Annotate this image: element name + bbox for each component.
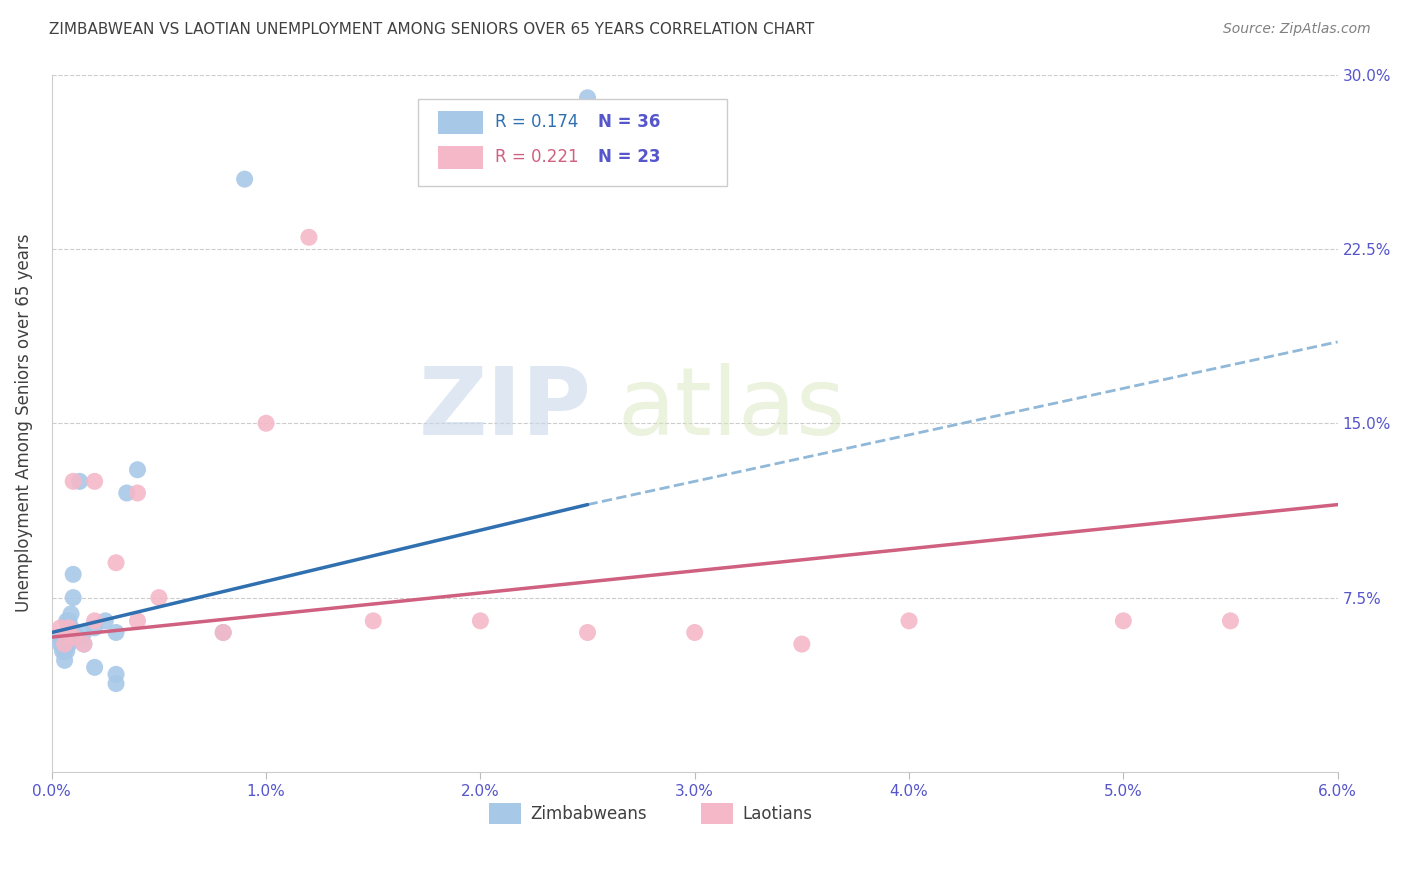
Text: Zimbabweans: Zimbabweans	[530, 805, 647, 822]
Point	[49, 637, 72, 651]
Point	[69, 475, 91, 489]
Point	[1112, 614, 1135, 628]
Point	[51, 637, 73, 651]
Text: Source: ZipAtlas.com: Source: ZipAtlas.com	[1223, 22, 1371, 37]
Point	[233, 172, 256, 186]
Text: ZIMBABWEAN VS LAOTIAN UNEMPLOYMENT AMONG SENIORS OVER 65 YEARS CORRELATION CHART: ZIMBABWEAN VS LAOTIAN UNEMPLOYMENT AMONG…	[49, 22, 814, 37]
Point	[212, 625, 235, 640]
Point	[127, 463, 149, 477]
Point	[62, 630, 84, 644]
Point	[127, 614, 149, 628]
Point	[576, 625, 599, 640]
Point	[898, 614, 921, 628]
Point	[60, 621, 83, 635]
Point	[83, 660, 105, 674]
Point	[470, 614, 492, 628]
Point	[49, 630, 72, 644]
Point	[115, 486, 138, 500]
Point	[148, 591, 170, 605]
Point	[53, 637, 76, 651]
Point	[73, 625, 96, 640]
Point	[58, 614, 80, 628]
Text: N = 36: N = 36	[598, 113, 661, 131]
Text: R = 0.174: R = 0.174	[495, 113, 579, 131]
Point	[58, 630, 80, 644]
Point	[576, 91, 599, 105]
Point	[55, 644, 77, 658]
Point	[298, 230, 321, 244]
Point	[83, 621, 105, 635]
Point	[58, 621, 80, 635]
Point	[254, 416, 277, 430]
Point	[683, 625, 706, 640]
Point	[105, 625, 128, 640]
Point	[55, 614, 77, 628]
Point	[62, 475, 84, 489]
Point	[66, 630, 89, 644]
Text: R = 0.221: R = 0.221	[495, 148, 579, 166]
Point	[60, 607, 83, 621]
Point	[55, 630, 77, 644]
Text: atlas: atlas	[617, 363, 846, 455]
Point	[58, 637, 80, 651]
Point	[51, 630, 73, 644]
Point	[105, 667, 128, 681]
Text: N = 23: N = 23	[598, 148, 661, 166]
Point	[105, 556, 128, 570]
Text: ZIP: ZIP	[419, 363, 592, 455]
Point	[53, 637, 76, 651]
Point	[49, 621, 72, 635]
FancyBboxPatch shape	[437, 145, 482, 169]
Point	[127, 486, 149, 500]
FancyBboxPatch shape	[702, 804, 734, 824]
Point	[105, 676, 128, 690]
Point	[73, 637, 96, 651]
Point	[83, 614, 105, 628]
Point	[790, 637, 813, 651]
Point	[212, 625, 235, 640]
Point	[53, 653, 76, 667]
Point	[55, 637, 77, 651]
Point	[361, 614, 384, 628]
Point	[1219, 614, 1241, 628]
Point	[73, 637, 96, 651]
Point	[94, 614, 117, 628]
Point	[62, 591, 84, 605]
FancyBboxPatch shape	[489, 804, 522, 824]
FancyBboxPatch shape	[418, 99, 727, 186]
Point	[51, 644, 73, 658]
Y-axis label: Unemployment Among Seniors over 65 years: Unemployment Among Seniors over 65 years	[15, 234, 32, 613]
Point	[62, 567, 84, 582]
Point	[62, 630, 84, 644]
Point	[53, 644, 76, 658]
Point	[53, 630, 76, 644]
Point	[83, 475, 105, 489]
FancyBboxPatch shape	[437, 111, 482, 134]
Text: Laotians: Laotians	[742, 805, 813, 822]
